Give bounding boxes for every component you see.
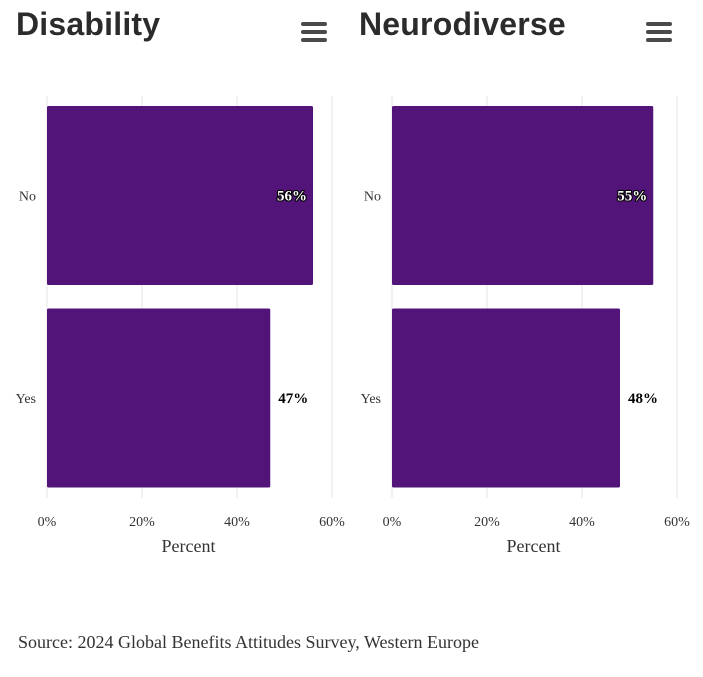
data-label: 48% [628,391,658,407]
y-category-label: Yes [361,392,381,407]
data-label: 56% [277,189,307,205]
x-tick-label: 20% [129,515,155,530]
hamburger-menu-icon [646,22,672,26]
x-tick-label: 0% [38,515,57,530]
bar-chart-disability: 0% 20% 40% 60% No 56% Yes 47% Percent [16,96,345,556]
chart-panel-neurodiverse: Neurodiverse 0% 20% 40% 60% No 55% Yes 48% Perce… [345,0,690,580]
x-tick-label: 20% [474,515,500,530]
bar [392,308,620,488]
bar [47,106,313,285]
chart-menu-button[interactable] [301,22,327,44]
bar-chart-neurodiverse: 0% 20% 40% 60% No 55% Yes 48% Percent [361,96,690,556]
y-category-label: No [364,190,381,205]
data-label: 55% [617,189,647,205]
y-category-label: No [19,190,36,205]
data-label: 47% [278,391,308,407]
source-note: Source: 2024 Global Benefits Attitudes S… [18,632,479,652]
x-axis-title: Percent [507,536,561,556]
bar [392,106,654,285]
chart-panel-disability: Disability 0% 20% 40% 60% No 56% Yes 47% Percent [0,0,346,580]
x-axis-title: Percent [162,536,216,556]
chart-menu-button[interactable] [646,22,672,44]
x-tick-label: 40% [224,515,250,530]
x-tick-label: 40% [569,515,595,530]
x-tick-label: 60% [664,515,690,530]
chart-title: Disability [16,6,161,42]
hamburger-menu-icon [301,22,327,26]
chart-title: Neurodiverse [359,6,566,42]
y-category-label: Yes [16,392,36,407]
bar [47,308,271,488]
x-tick-label: 60% [319,515,345,530]
x-tick-label: 0% [383,515,402,530]
